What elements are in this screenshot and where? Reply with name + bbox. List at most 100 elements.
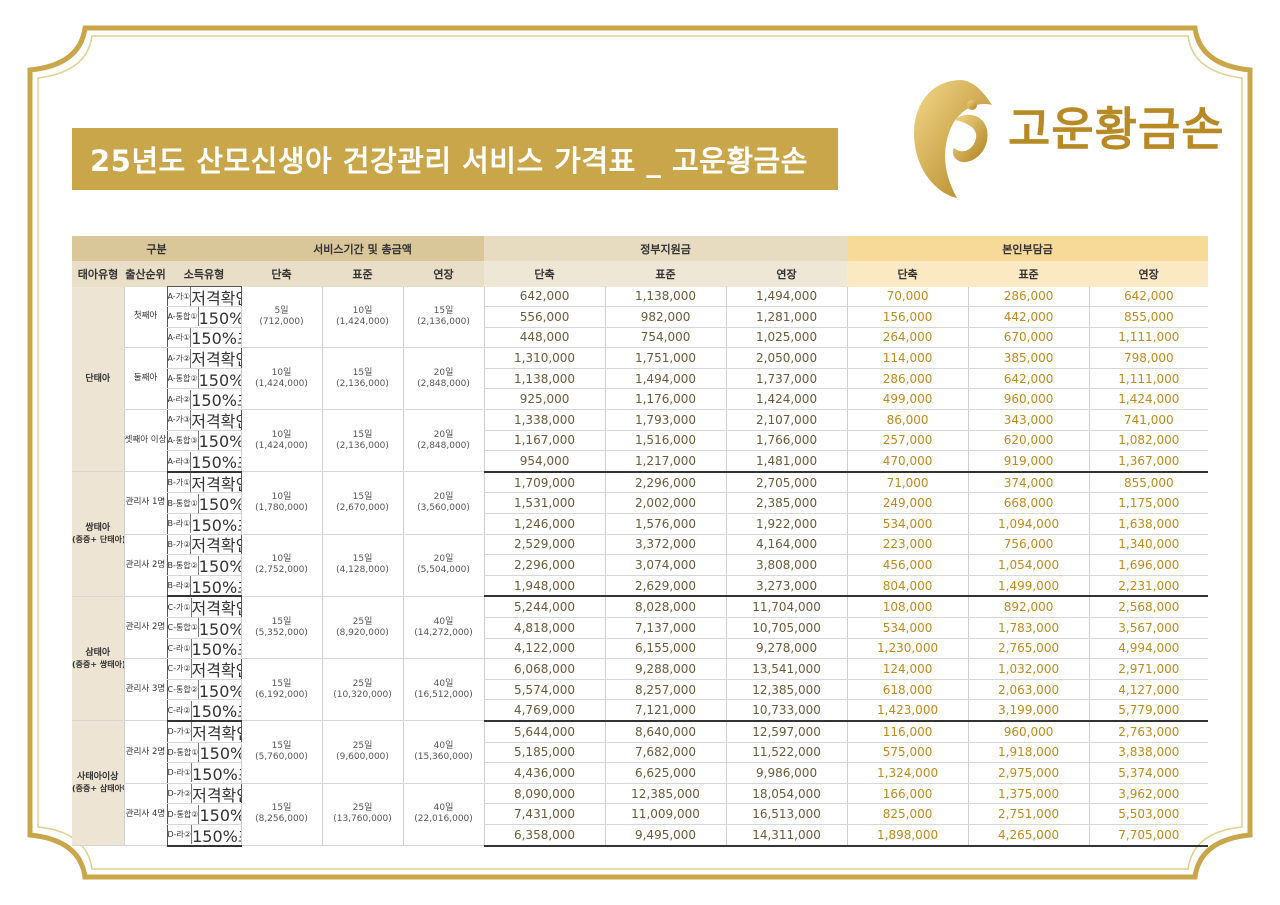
service-total: (6,192,000) bbox=[255, 689, 308, 700]
income-note: 150%초과 (예외지원) bbox=[191, 577, 240, 597]
income-code: A-라③ bbox=[168, 451, 192, 470]
self-pay-value: 855,000 bbox=[1088, 471, 1209, 494]
self-pay-value: 1,499,000 bbox=[967, 575, 1090, 598]
subheader-short: 단축 bbox=[847, 261, 969, 287]
page-title: 25년도 산모신생아 건강관리 서비스 가격표 _ 고운황금손 bbox=[90, 144, 808, 178]
service-period: 10일 (1,780,000) bbox=[240, 471, 322, 535]
self-pay-value: 1,367,000 bbox=[1088, 450, 1209, 473]
self-pay-value: 1,424,000 bbox=[1088, 388, 1209, 411]
service-period: 15일 (8,256,000) bbox=[240, 783, 322, 847]
self-pay-value: 741,000 bbox=[1088, 409, 1209, 431]
service-days: 20일 bbox=[433, 491, 454, 502]
gov-support-value: 12,597,000 bbox=[725, 720, 848, 743]
gov-support-value: 4,164,000 bbox=[725, 534, 848, 556]
fetus-type: 단태아 bbox=[85, 373, 111, 384]
self-pay-value: 2,063,000 bbox=[967, 679, 1090, 701]
income-note: 저격확인 bbox=[191, 288, 240, 307]
gov-support-value: 12,385,000 bbox=[725, 679, 848, 701]
self-pay-value: 5,503,000 bbox=[1088, 803, 1209, 825]
gov-support-value: 1,516,000 bbox=[604, 430, 727, 452]
income-code: B-통합② bbox=[168, 555, 199, 575]
self-pay-value: 1,696,000 bbox=[1088, 554, 1209, 576]
income-code: A-가② bbox=[168, 348, 192, 368]
income-note: 150%이하 bbox=[198, 308, 240, 328]
gov-support-value: 3,273,000 bbox=[725, 575, 848, 598]
self-pay-value: 804,000 bbox=[846, 575, 969, 598]
gov-support-value: 1,709,000 bbox=[483, 471, 606, 494]
service-total: (3,560,000) bbox=[417, 502, 470, 513]
service-days: 5일 bbox=[274, 305, 289, 316]
income-code: C-가① bbox=[168, 597, 192, 617]
income-code: D-라① bbox=[168, 763, 193, 783]
gov-support-value: 5,244,000 bbox=[483, 596, 606, 619]
service-total: (13,760,000) bbox=[333, 814, 392, 825]
income-code: C-가② bbox=[168, 659, 192, 679]
service-period: 25일 (9,600,000) bbox=[321, 720, 403, 784]
income-code: C-라② bbox=[168, 700, 192, 719]
service-days: 40일 bbox=[433, 803, 454, 814]
subheader-standard: 표준 bbox=[605, 261, 727, 287]
gov-support-value: 4,122,000 bbox=[483, 638, 606, 660]
service-period: 25일 (13,760,000) bbox=[321, 783, 403, 847]
service-period: 15일 (5,352,000) bbox=[240, 596, 322, 660]
self-pay-value: 1,032,000 bbox=[967, 658, 1090, 680]
self-pay-value: 892,000 bbox=[967, 596, 1090, 619]
income-code: A-가③ bbox=[168, 410, 192, 430]
service-days: 10일 bbox=[271, 429, 292, 440]
gov-support-value: 10,733,000 bbox=[725, 699, 848, 722]
gov-support-value: 16,513,000 bbox=[725, 803, 848, 825]
self-pay-value: 3,838,000 bbox=[1088, 742, 1209, 764]
gov-support-value: 1,217,000 bbox=[604, 450, 727, 473]
subheader-fetus-type: 태아유형 bbox=[72, 261, 124, 287]
self-pay-value: 1,111,000 bbox=[1088, 327, 1209, 349]
table-row: 쌍태아(중증+ 단태아)관리사 1명B-가①저격확인10일(1,780,000)… bbox=[72, 471, 1209, 597]
service-total: (15,360,000) bbox=[414, 752, 473, 763]
service-days: 15일 bbox=[271, 803, 292, 814]
gov-support-value: 1,793,000 bbox=[604, 409, 727, 431]
fetus-type: 쌍태아 bbox=[85, 523, 111, 534]
birth-order: 관리사 2명 bbox=[123, 720, 167, 784]
fetus-type-note: (중증+ 삼태아이상) bbox=[72, 784, 124, 794]
gov-support-value: 2,629,000 bbox=[604, 575, 727, 598]
self-pay-value: 470,000 bbox=[846, 450, 969, 473]
income-note: 저격확인 bbox=[192, 785, 240, 804]
gov-support-value: 18,054,000 bbox=[725, 783, 848, 805]
gov-support-value: 1,922,000 bbox=[725, 513, 848, 535]
gov-support-value: 5,185,000 bbox=[483, 742, 606, 764]
gov-support-value: 1,246,000 bbox=[483, 513, 606, 535]
gov-support-value: 1,766,000 bbox=[725, 430, 848, 452]
subheader-short: 단축 bbox=[241, 261, 322, 287]
service-days: 40일 bbox=[433, 741, 454, 752]
self-pay-value: 286,000 bbox=[846, 368, 969, 390]
gov-support-value: 8,257,000 bbox=[604, 679, 727, 701]
self-pay-value: 257,000 bbox=[846, 430, 969, 452]
self-pay-value: 71,000 bbox=[846, 471, 969, 494]
service-period: 15일 (4,128,000) bbox=[321, 534, 403, 597]
service-days: 15일 bbox=[352, 554, 373, 565]
service-period: 10일 (2,752,000) bbox=[240, 534, 322, 597]
service-total: (10,320,000) bbox=[333, 689, 392, 700]
service-total: (8,920,000) bbox=[336, 627, 389, 638]
self-pay-value: 1,082,000 bbox=[1088, 430, 1209, 452]
birth-order: 관리사 4명 bbox=[123, 783, 167, 847]
service-total: (2,136,000) bbox=[336, 440, 389, 451]
self-pay-value: 1,324,000 bbox=[846, 762, 969, 784]
service-days: 40일 bbox=[433, 616, 454, 627]
self-pay-value: 166,000 bbox=[846, 783, 969, 805]
self-pay-value: 642,000 bbox=[967, 368, 1090, 390]
gov-support-value: 2,050,000 bbox=[725, 347, 848, 369]
self-pay-value: 385,000 bbox=[967, 347, 1090, 369]
service-period: 20일 (3,560,000) bbox=[402, 471, 485, 535]
